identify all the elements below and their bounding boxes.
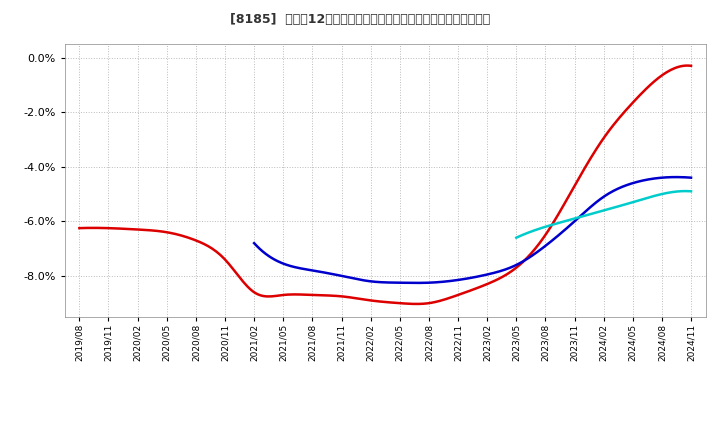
Legend: 3年, 5年, 7年, 10年: 3年, 5年, 7年, 10年 (255, 438, 516, 440)
Text: [8185]  売上高12か月移動合計の対前年同期増減率の平均値の推移: [8185] 売上高12か月移動合計の対前年同期増減率の平均値の推移 (230, 13, 490, 26)
